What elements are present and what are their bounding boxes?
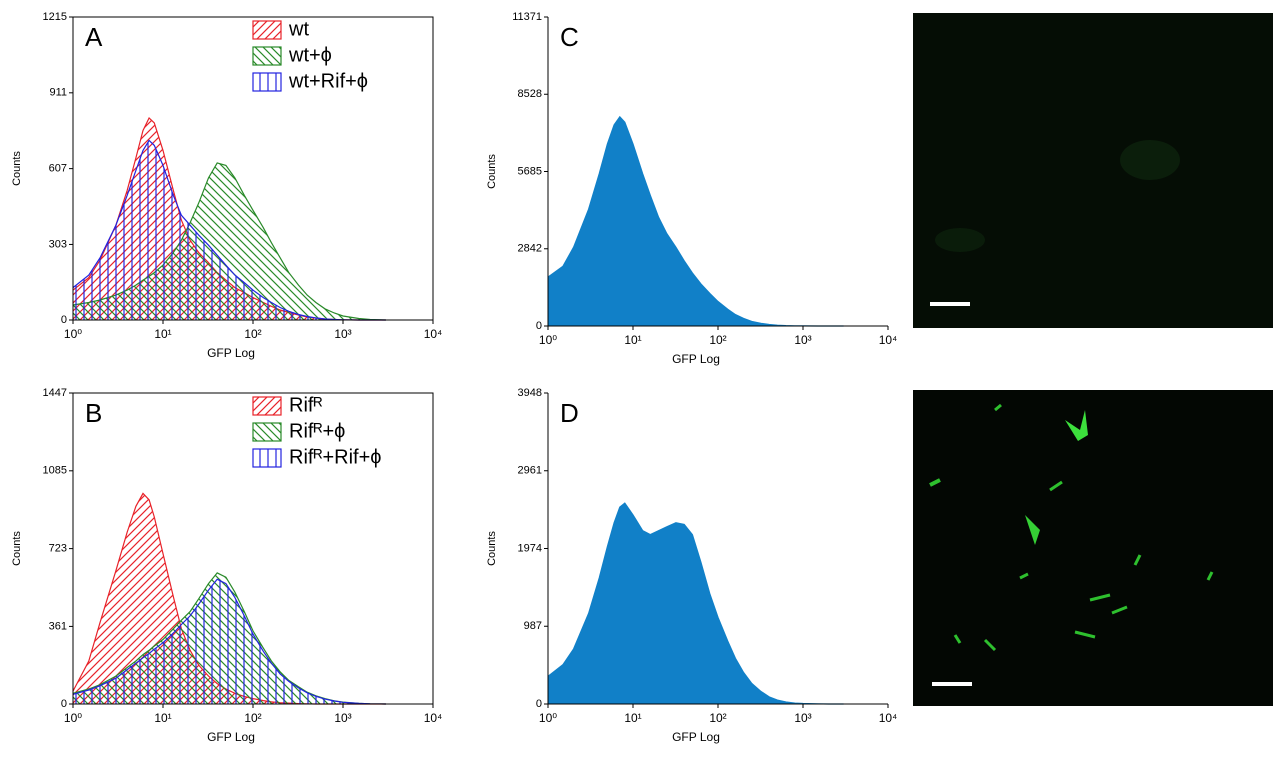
panel-label: B xyxy=(85,398,102,428)
x-tick-label: 10³ xyxy=(334,711,351,725)
panel: 0 2842 5685 8528 11371 10⁰ 10¹ 10² 10³ 10⁴ GFP Log… xyxy=(486,11,897,366)
x-tick-label: 10⁴ xyxy=(424,711,443,725)
y-tick-label: 987 xyxy=(524,620,542,632)
area-fill xyxy=(548,116,844,326)
panel-label: C xyxy=(560,22,579,52)
y-tick-label: 361 xyxy=(49,620,67,632)
x-tick-label: 10³ xyxy=(794,711,811,725)
y-tick-label: 8528 xyxy=(518,88,542,100)
x-tick-label: 10³ xyxy=(334,327,351,341)
panel: 0 303 607 911 1215 10⁰ 10¹ 10² 10³ 10⁴ GFP Log Coun… xyxy=(11,11,442,360)
legend-swatch xyxy=(252,422,282,442)
legend-swatch xyxy=(252,46,282,66)
micrograph-top xyxy=(913,13,1273,328)
y-tick-label: 1085 xyxy=(43,465,67,477)
y-axis-label: Counts xyxy=(486,154,498,189)
y-tick-label: 1974 xyxy=(518,542,542,554)
y-axis-label: Counts xyxy=(11,151,23,186)
y-tick-label: 0 xyxy=(61,314,67,326)
y-tick-label: 911 xyxy=(49,87,67,99)
series-line xyxy=(547,502,844,705)
legend-swatch xyxy=(252,20,282,40)
y-tick-label: 2961 xyxy=(518,465,542,477)
panel-label: D xyxy=(560,398,579,428)
y-tick-label: 0 xyxy=(61,698,67,710)
panel: 0 987 1974 2961 3948 10⁰ 10¹ 10² 10³ 10⁴ GFP Log Co… xyxy=(486,387,897,744)
x-tick-label: 10³ xyxy=(794,333,811,347)
x-tick-label: 10¹ xyxy=(154,711,171,725)
y-tick-label: 723 xyxy=(49,543,67,555)
x-tick-label: 10² xyxy=(244,711,261,725)
area-fill xyxy=(548,503,844,704)
area-fill xyxy=(73,140,386,320)
legend-label: wt xyxy=(288,18,309,40)
y-tick-label: 2842 xyxy=(518,243,542,255)
y-axis-label: Counts xyxy=(11,531,23,566)
x-tick-label: 10² xyxy=(244,327,261,341)
panel-label: A xyxy=(85,22,103,52)
legend-label: Rifᴿ+ϕ xyxy=(289,420,345,442)
micrograph-bottom xyxy=(913,390,1273,706)
legend-label: Rifᴿ+Rif+ϕ xyxy=(289,446,381,468)
series-line xyxy=(72,139,386,321)
x-axis-label: GFP Log xyxy=(672,352,720,366)
legend-swatch xyxy=(252,72,282,92)
y-tick-label: 0 xyxy=(536,320,542,332)
legend-label: wt+ϕ xyxy=(288,44,332,66)
y-tick-label: 303 xyxy=(49,238,67,250)
x-tick-label: 10⁰ xyxy=(64,711,82,725)
x-axis-label: GFP Log xyxy=(207,730,255,744)
x-tick-label: 10² xyxy=(709,711,726,725)
y-axis-label: Counts xyxy=(486,531,498,566)
series-line xyxy=(72,578,386,705)
x-tick-label: 10⁴ xyxy=(879,333,898,347)
series-line xyxy=(547,115,844,327)
area-fill xyxy=(73,579,386,704)
y-tick-label: 5685 xyxy=(518,165,542,177)
y-tick-label: 3948 xyxy=(518,387,542,399)
legend-swatch xyxy=(252,448,282,468)
legend-label: Rifᴿ xyxy=(289,394,322,416)
y-tick-label: 0 xyxy=(536,698,542,710)
x-tick-label: 10⁰ xyxy=(539,711,557,725)
y-tick-label: 1215 xyxy=(43,11,67,23)
x-tick-label: 10¹ xyxy=(624,711,641,725)
x-axis-label: GFP Log xyxy=(672,730,720,744)
y-tick-label: 607 xyxy=(49,163,67,175)
legend-swatch xyxy=(252,396,282,416)
x-tick-label: 10⁴ xyxy=(424,327,443,341)
x-tick-label: 10⁰ xyxy=(539,333,557,347)
legend-label: wt+Rif+ϕ xyxy=(288,70,368,92)
y-tick-label: 11371 xyxy=(512,11,542,23)
y-tick-label: 1447 xyxy=(43,387,67,399)
x-axis-label: GFP Log xyxy=(207,346,255,360)
x-tick-label: 10⁴ xyxy=(879,711,898,725)
x-tick-label: 10¹ xyxy=(154,327,171,341)
x-tick-label: 10² xyxy=(709,333,726,347)
x-tick-label: 10⁰ xyxy=(64,327,82,341)
panel: 0 361 723 1085 1447 10⁰ 10¹ 10² 10³ 10⁴ GFP Log Cou… xyxy=(11,387,442,744)
x-tick-label: 10¹ xyxy=(624,333,641,347)
